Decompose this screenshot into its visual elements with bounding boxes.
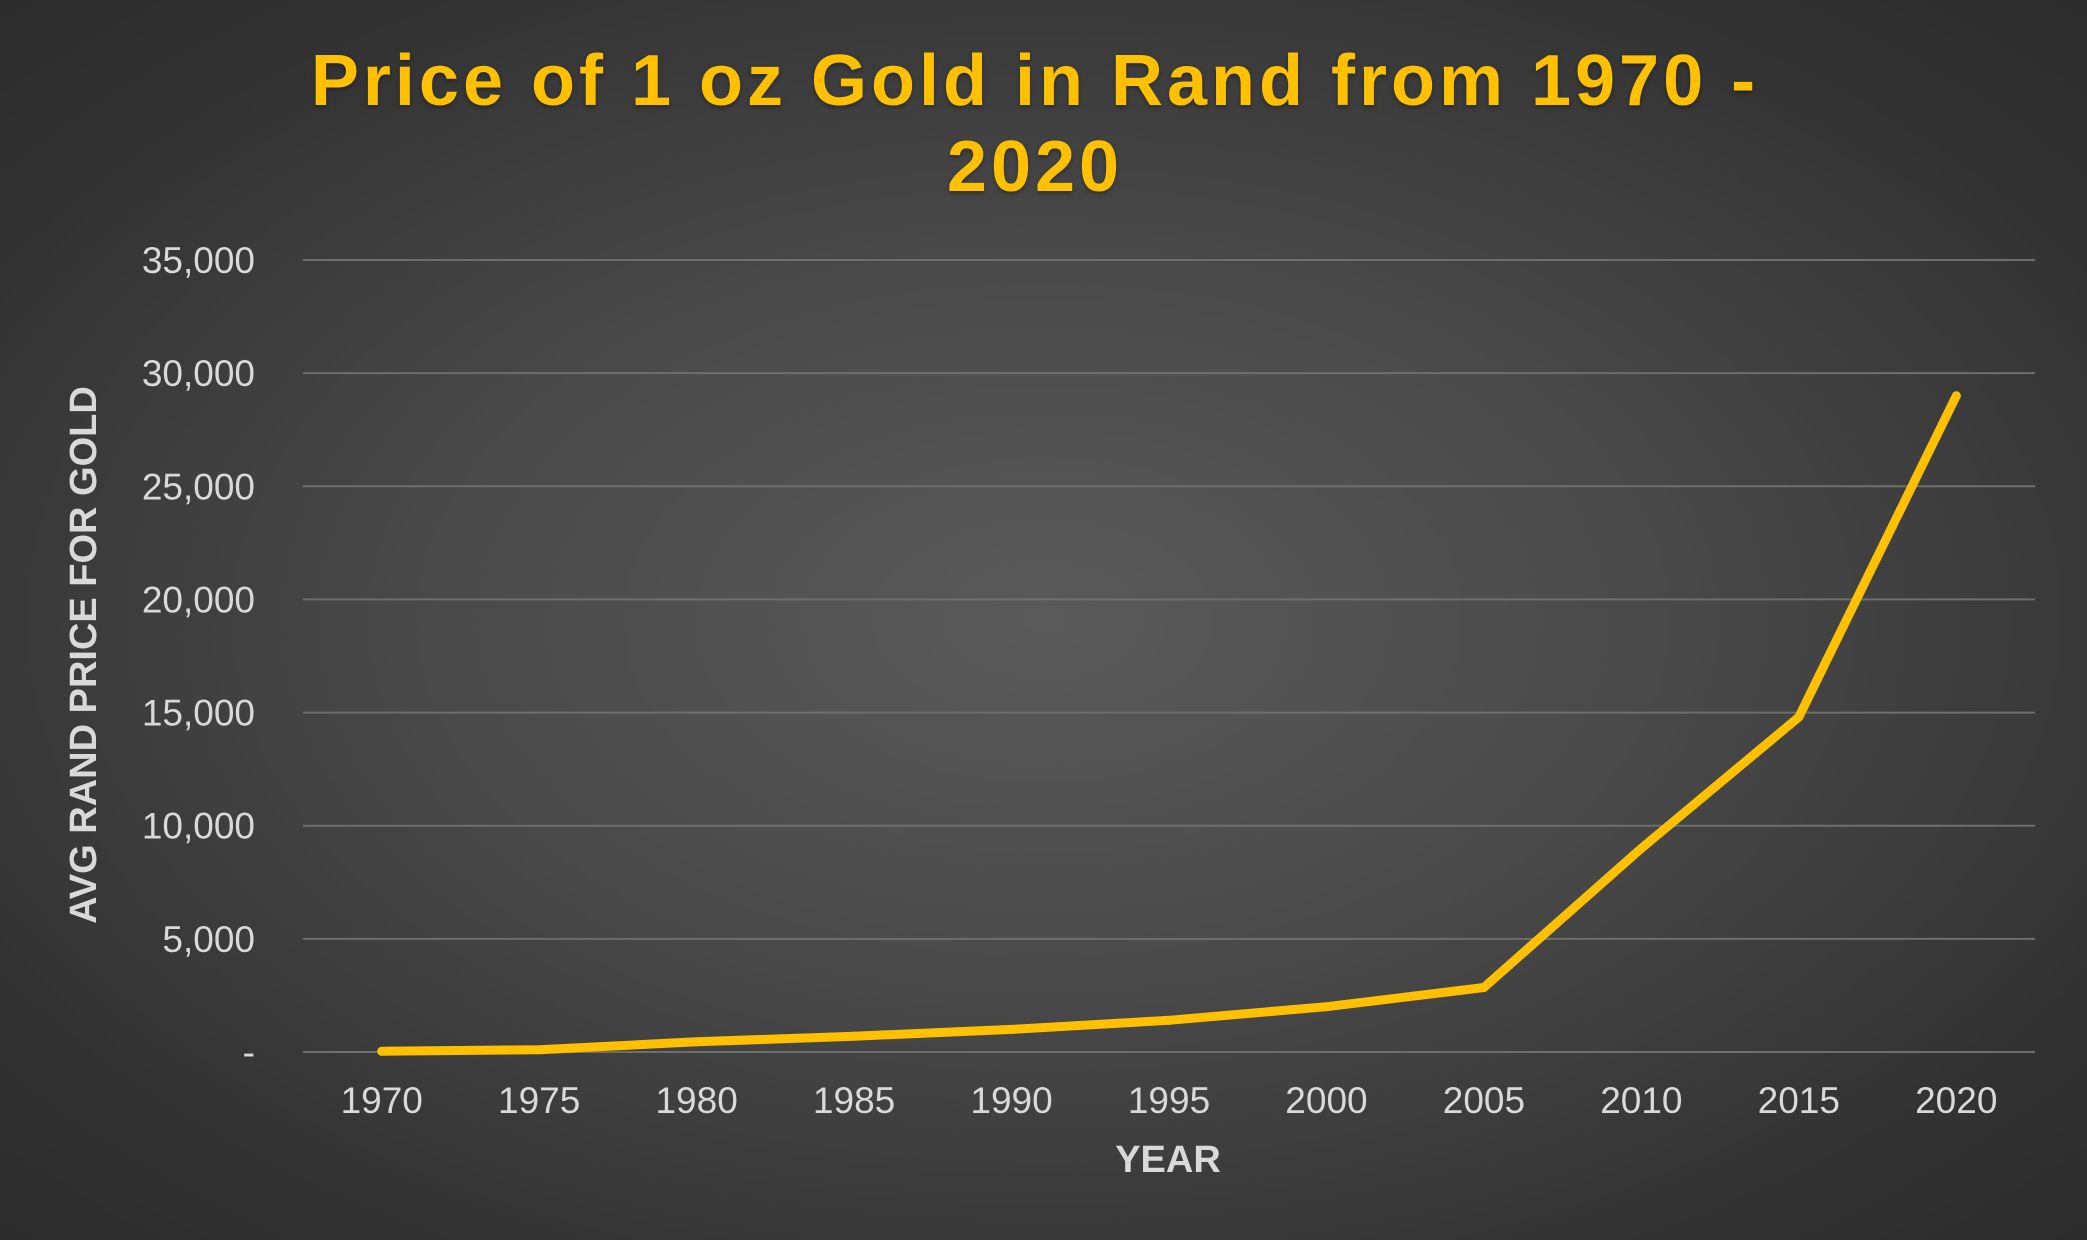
data-point [1007,1024,1017,1034]
x-tick-label: 2005 [1443,1080,1525,1121]
x-tick-label: 2020 [1915,1080,1997,1121]
x-tick-label: 1985 [813,1080,895,1121]
data-point [1164,1015,1174,1025]
series-line [377,391,1961,1056]
data-point [1479,983,1489,993]
data-point [1321,1002,1331,1012]
x-tick-label: 1970 [341,1080,423,1121]
y-tick-label: 20,000 [142,579,255,620]
data-point [1951,391,1961,401]
data-point [849,1031,859,1041]
y-tick-label: - [243,1032,255,1073]
data-point [1794,712,1804,722]
x-tick-label: 2000 [1285,1080,1367,1121]
gridlines [303,259,2035,1053]
chart-title: Price of 1 oz Gold in Rand from 1970 - 2… [310,41,1760,207]
x-tick-label: 1975 [498,1080,580,1121]
data-point [534,1045,544,1055]
x-tick-label: 1995 [1128,1080,1210,1121]
x-axis-label: YEAR [1115,1139,1221,1181]
data-point [692,1037,702,1047]
x-axis-tick-labels: 1970 1975 1980 1985 1990 1995 2000 2005 2010 2015… [341,1080,1998,1121]
y-axis-label: AVG RAND PRICE FOR GOLD [63,386,105,924]
x-tick-label: 1980 [655,1080,737,1121]
y-tick-label: 30,000 [142,353,255,394]
series-layer [377,391,1961,1056]
x-tick-label: 2015 [1758,1080,1840,1121]
y-axis-tick-labels: - 5,000 10,000 15,000 20,000 25,000 30,000 35,0… [142,240,255,1073]
y-tick-label: 35,000 [142,240,255,281]
x-tick-label: 2010 [1600,1080,1682,1121]
y-tick-label: 15,000 [142,693,255,734]
y-tick-label: 5,000 [162,919,255,960]
y-tick-label: 10,000 [142,806,255,847]
data-point [1636,843,1646,853]
x-tick-label: 1990 [970,1080,1052,1121]
data-point [377,1046,387,1056]
y-tick-label: 25,000 [142,466,255,507]
